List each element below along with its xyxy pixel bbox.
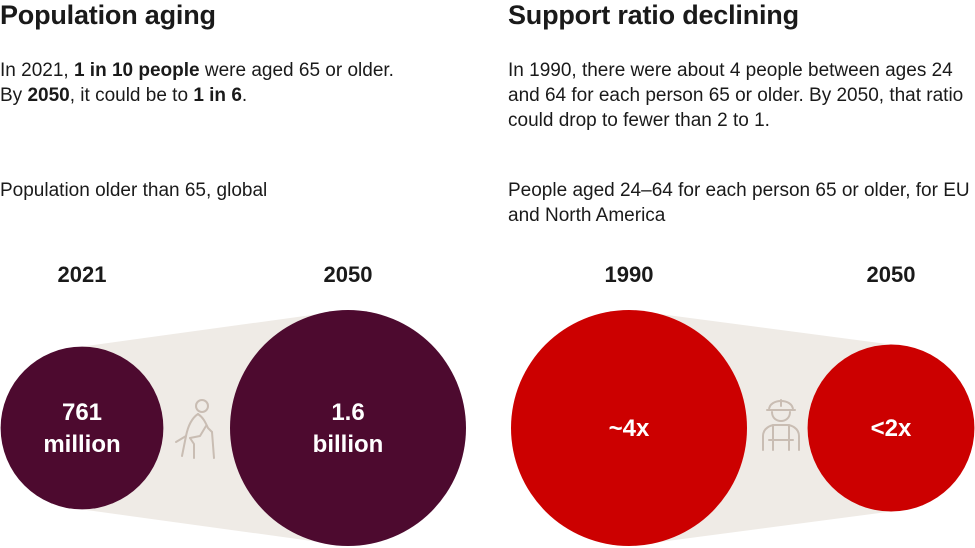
year-label-2050: 2050 (867, 262, 916, 287)
value-label-2050-number: 1.6 (331, 399, 364, 426)
support-ratio-title: Support ratio declining (508, 0, 799, 30)
support-ratio-bubble-chart: 1990 2050 ~4x <2x (511, 262, 975, 546)
worker-hard-hat-icon (762, 399, 800, 451)
population-aging-chart-subtitle: Population older than 65, global (0, 180, 268, 201)
value-label-2050: <2x (871, 415, 912, 442)
population-aging-intro: In 2021, 1 in 10 people were aged 65 or … (0, 60, 394, 106)
bubble-2050 (230, 310, 466, 546)
bubble-1990 (511, 310, 747, 546)
year-label-1990: 1990 (605, 262, 654, 287)
support-ratio-chart-subtitle: People aged 24–64 for each person 65 or … (508, 180, 970, 226)
value-label-1990: ~4x (609, 415, 650, 442)
bubble-2050 (807, 344, 975, 512)
support-ratio-panel: Support ratio declining In 1990, there w… (508, 0, 975, 548)
population-aging-bubble-chart: 2021 2050 761 million 1.6 billion (0, 262, 466, 546)
population-aging-panel: Population aging In 2021, 1 in 10 people… (0, 0, 487, 548)
value-label-2050-unit: billion (313, 431, 384, 458)
year-label-2021: 2021 (58, 262, 107, 287)
value-label-2021-unit: million (43, 431, 120, 458)
support-ratio-intro: In 1990, there were about 4 people betwe… (508, 60, 964, 131)
bubble-2021 (0, 346, 164, 510)
elderly-person-with-cane-icon (175, 399, 215, 459)
population-aging-title: Population aging (0, 0, 216, 30)
year-label-2050: 2050 (324, 262, 373, 287)
value-label-2021-number: 761 (62, 399, 102, 426)
